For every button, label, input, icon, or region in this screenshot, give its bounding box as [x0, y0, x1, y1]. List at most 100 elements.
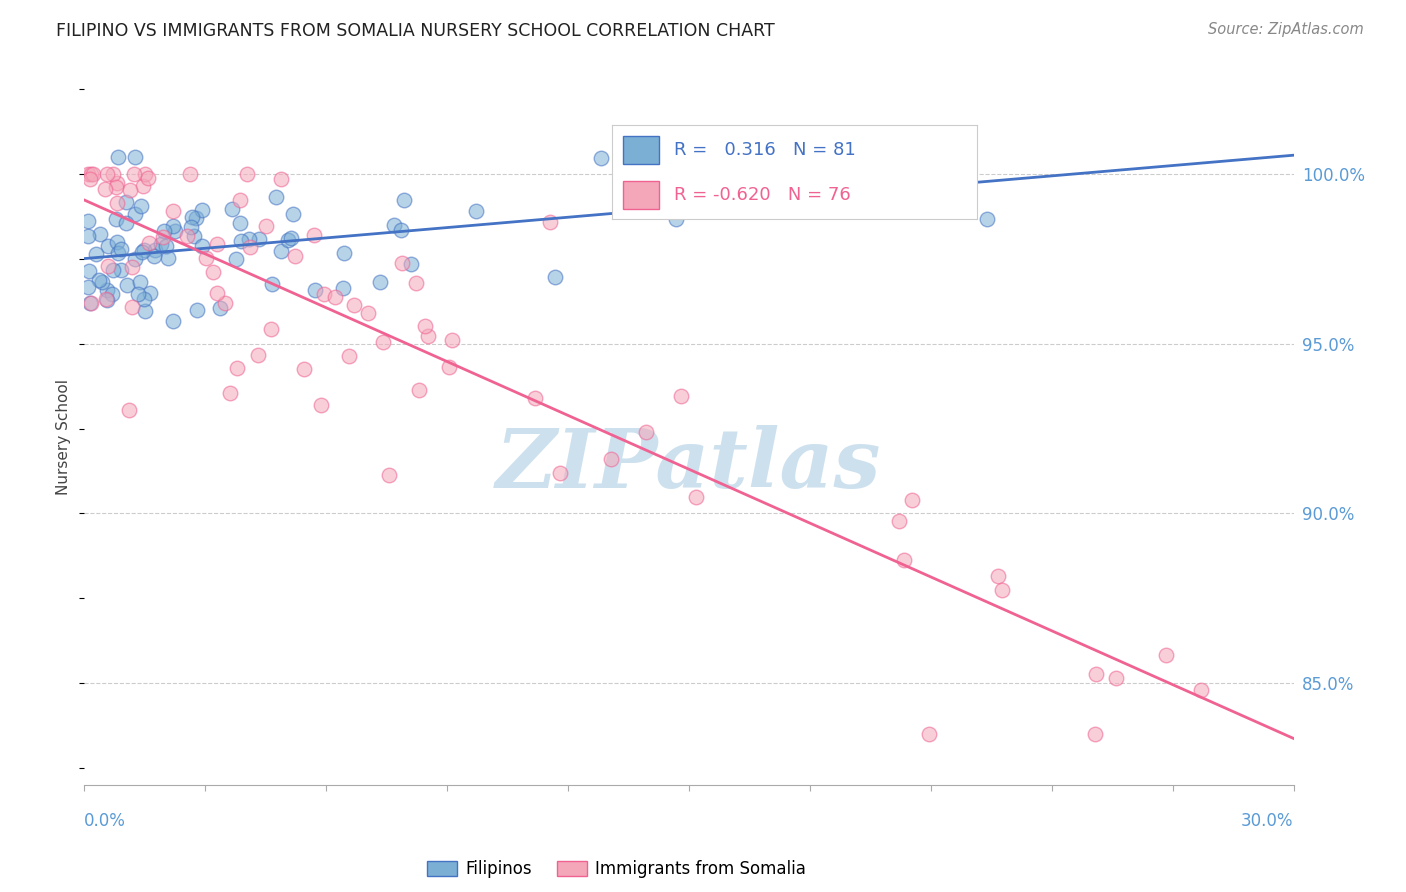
Point [405, 277, 427, 291]
Point [741, 174, 763, 188]
Point [221, 202, 243, 216]
Point [162, 204, 184, 219]
Point [270, 244, 292, 259]
Point [186, 303, 208, 318]
Point [94, 182, 117, 196]
Point [207, 285, 229, 300]
Point [205, 237, 228, 252]
Point [523, 391, 546, 405]
Text: ZIPatlas: ZIPatlas [496, 425, 882, 505]
Point [219, 385, 242, 400]
Point [312, 287, 335, 301]
Point [115, 277, 138, 292]
Text: Source: ZipAtlas.com: Source: ZipAtlas.com [1208, 22, 1364, 37]
Point [225, 252, 247, 266]
Point [368, 275, 391, 289]
Point [600, 452, 623, 467]
Point [80, 296, 103, 310]
Point [105, 176, 128, 190]
Point [226, 361, 249, 376]
Point [408, 383, 430, 397]
Point [990, 583, 1012, 598]
Point [664, 211, 686, 226]
Point [264, 189, 287, 203]
Point [229, 235, 252, 249]
Point [134, 167, 156, 181]
Point [107, 150, 129, 164]
Point [775, 193, 797, 207]
Point [671, 389, 693, 403]
Point [254, 219, 277, 233]
Point [121, 300, 143, 314]
Point [142, 249, 165, 263]
Point [357, 306, 380, 320]
Text: 30.0%: 30.0% [1241, 812, 1294, 830]
Point [121, 260, 143, 275]
Point [179, 167, 201, 181]
Point [162, 314, 184, 328]
Point [887, 514, 910, 528]
Point [84, 247, 107, 261]
Point [80, 167, 103, 181]
Point [77, 264, 100, 278]
Point [101, 167, 124, 181]
Point [399, 257, 422, 271]
Point [382, 218, 405, 232]
Point [155, 239, 177, 253]
Point [283, 207, 305, 221]
Point [184, 211, 207, 226]
Point [162, 219, 184, 233]
Point [103, 263, 125, 277]
Point [391, 256, 413, 270]
Point [634, 425, 657, 439]
Point [191, 202, 214, 217]
Point [180, 210, 202, 224]
Point [134, 292, 156, 306]
Point [304, 283, 326, 297]
Point [235, 167, 257, 181]
Point [900, 493, 922, 508]
Point [149, 236, 172, 251]
Point [238, 232, 260, 246]
Point [152, 230, 174, 244]
Point [77, 214, 100, 228]
Point [700, 192, 723, 206]
Point [115, 216, 138, 230]
Point [280, 231, 302, 245]
Point [678, 173, 700, 187]
Point [872, 150, 894, 164]
Point [124, 252, 146, 267]
Point [394, 193, 416, 207]
Point [156, 252, 179, 266]
Point [105, 196, 128, 211]
Point [96, 167, 118, 181]
Point [202, 265, 225, 279]
Point [323, 290, 346, 304]
Point [277, 233, 299, 247]
Point [270, 172, 292, 186]
Point [416, 328, 439, 343]
Point [332, 281, 354, 295]
Point [302, 227, 325, 242]
Point [96, 292, 118, 306]
Point [115, 195, 138, 210]
Point [437, 360, 460, 375]
Text: FILIPINO VS IMMIGRANTS FROM SOMALIA NURSERY SCHOOL CORRELATION CHART: FILIPINO VS IMMIGRANTS FROM SOMALIA NURS… [56, 22, 775, 40]
Point [118, 183, 141, 197]
Point [138, 235, 160, 250]
Point [136, 170, 159, 185]
Point [538, 214, 561, 228]
Point [209, 301, 232, 315]
Point [378, 468, 401, 483]
Point [550, 467, 572, 481]
Point [77, 167, 100, 181]
Point [415, 319, 437, 334]
Point [373, 334, 395, 349]
Point [247, 348, 270, 362]
Point [1105, 671, 1128, 685]
FancyBboxPatch shape [623, 136, 659, 164]
Point [97, 259, 120, 273]
Point [183, 229, 205, 244]
Point [1084, 667, 1107, 681]
Point [1189, 683, 1212, 698]
